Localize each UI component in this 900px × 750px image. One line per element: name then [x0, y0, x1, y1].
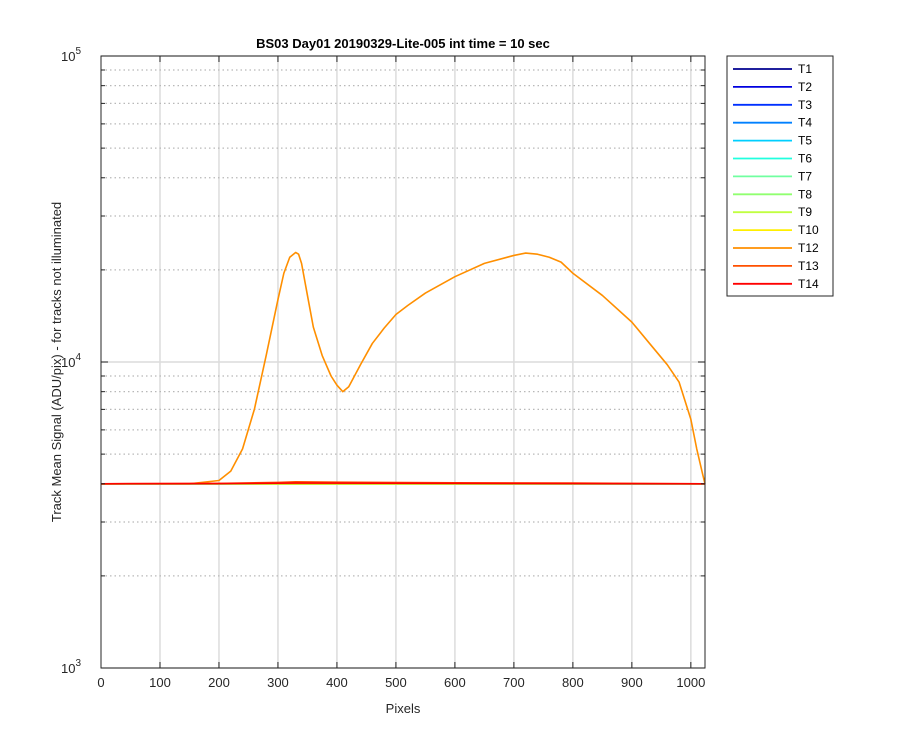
legend-label-t6: T6	[798, 152, 812, 166]
legend: T1 T2 T3 T4 T5 T6 T7 T8 T9 T10 T12 T13 T14	[726, 55, 834, 297]
x-tick-label: 200	[208, 675, 230, 690]
legend-label-t10: T10	[798, 223, 819, 237]
x-tick-label: 1000	[676, 675, 705, 690]
series-layer	[100, 251, 706, 485]
legend-label-t3: T3	[798, 98, 812, 112]
legend-label-t14: T14	[798, 277, 819, 291]
legend-label-t8: T8	[798, 187, 812, 201]
legend-label-t12: T12	[798, 241, 819, 255]
y-axis-label: Track Mean Signal (ADU/pix) - for tracks…	[49, 202, 64, 522]
x-tick-label: 700	[503, 675, 525, 690]
x-tick-label: 300	[267, 675, 289, 690]
legend-label-t1: T1	[798, 62, 812, 76]
series-line-t14	[100, 482, 706, 485]
x-tick-label: 500	[385, 675, 407, 690]
legend-label-t7: T7	[798, 169, 812, 183]
x-axis-ticks: 0 100 200 300 400 500 600 700 800 900 1000	[97, 56, 705, 690]
x-tick-label: 800	[562, 675, 584, 690]
chart-title: BS03 Day01 20190329-Lite-005 int time = …	[256, 36, 550, 51]
y-tick-label: 104	[61, 352, 81, 370]
x-tick-label: 0	[97, 675, 104, 690]
legend-label-t2: T2	[798, 80, 812, 94]
legend-label-t13: T13	[798, 259, 819, 273]
x-tick-label: 400	[326, 675, 348, 690]
x-tick-label: 100	[149, 675, 171, 690]
legend-label-t9: T9	[798, 205, 812, 219]
x-tick-label: 600	[444, 675, 466, 690]
y-tick-label: 105	[61, 46, 81, 64]
y-tick-label: 103	[61, 658, 81, 676]
legend-label-t4: T4	[798, 116, 812, 130]
x-axis-label: Pixels	[386, 701, 421, 716]
legend-label-t5: T5	[798, 134, 812, 148]
minor-gridlines	[101, 69, 705, 577]
x-tick-label: 900	[621, 675, 643, 690]
series-line-t12	[101, 251, 706, 485]
